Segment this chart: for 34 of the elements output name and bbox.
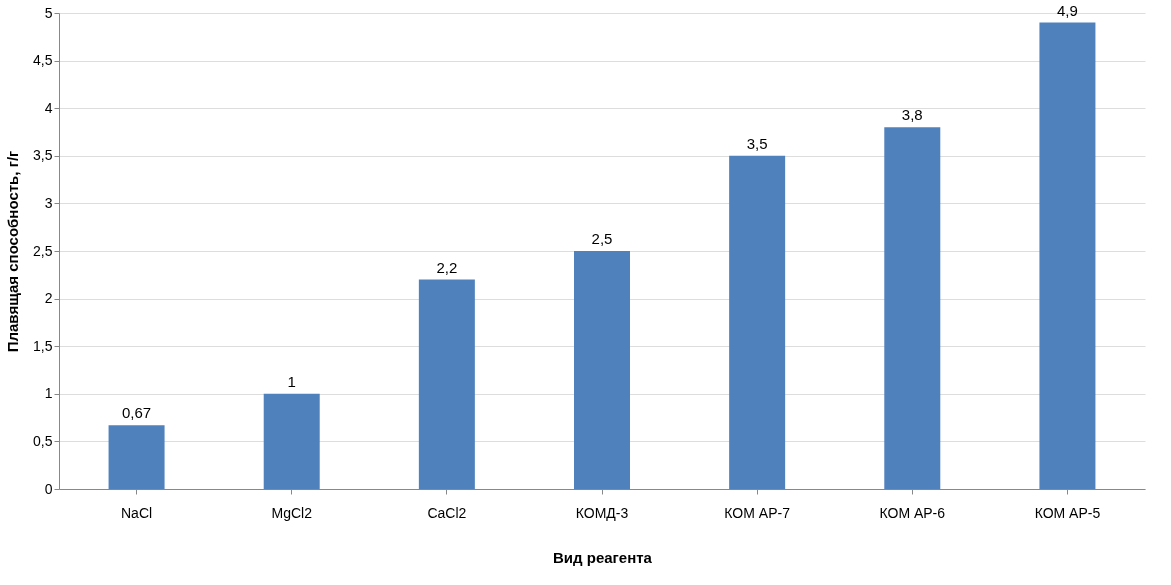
y-axis-title: Плавящая способность, г/г (4, 150, 22, 353)
data-label: 3,5 (746, 134, 768, 152)
y-tick-label: 3 (44, 194, 53, 211)
x-tick-label: КОМ АР-5 (1034, 504, 1101, 521)
y-tick-label: 5 (44, 4, 53, 21)
x-tick-label: КОМ АР-6 (879, 504, 946, 521)
y-tick-label: 2 (44, 290, 53, 307)
y-tick-label: 1,5 (33, 337, 53, 354)
bar (108, 425, 165, 489)
y-tick-label: 4,5 (33, 52, 53, 69)
bar (884, 127, 941, 489)
bar (263, 393, 320, 489)
y-tick-label: 4 (44, 99, 53, 116)
bar (729, 155, 786, 489)
x-tick-label: NaCl (121, 504, 153, 521)
x-tick-label: CaCl2 (427, 504, 467, 521)
data-label: 4,9 (1057, 1, 1078, 19)
x-tick-label: КОМД-3 (575, 504, 629, 521)
y-tick-label: 1 (44, 385, 53, 402)
data-label: 0,67 (121, 404, 152, 422)
bar (418, 279, 475, 489)
y-tick-label: 3,5 (33, 147, 53, 164)
data-label: 2,2 (436, 258, 458, 276)
x-tick-label: КОМ АР-7 (724, 504, 791, 521)
x-axis-title: Вид реагента (553, 548, 653, 566)
y-tick-label: 2,5 (33, 242, 53, 259)
bar (1039, 22, 1096, 489)
y-tick-label: 0 (44, 480, 53, 497)
data-label: 2,5 (591, 230, 613, 247)
bar (574, 251, 630, 489)
data-label: 1 (287, 372, 296, 390)
x-tick-label: MgCl2 (271, 504, 313, 521)
y-tick-label: 0,5 (33, 432, 53, 449)
data-label: 3,8 (901, 106, 923, 124)
